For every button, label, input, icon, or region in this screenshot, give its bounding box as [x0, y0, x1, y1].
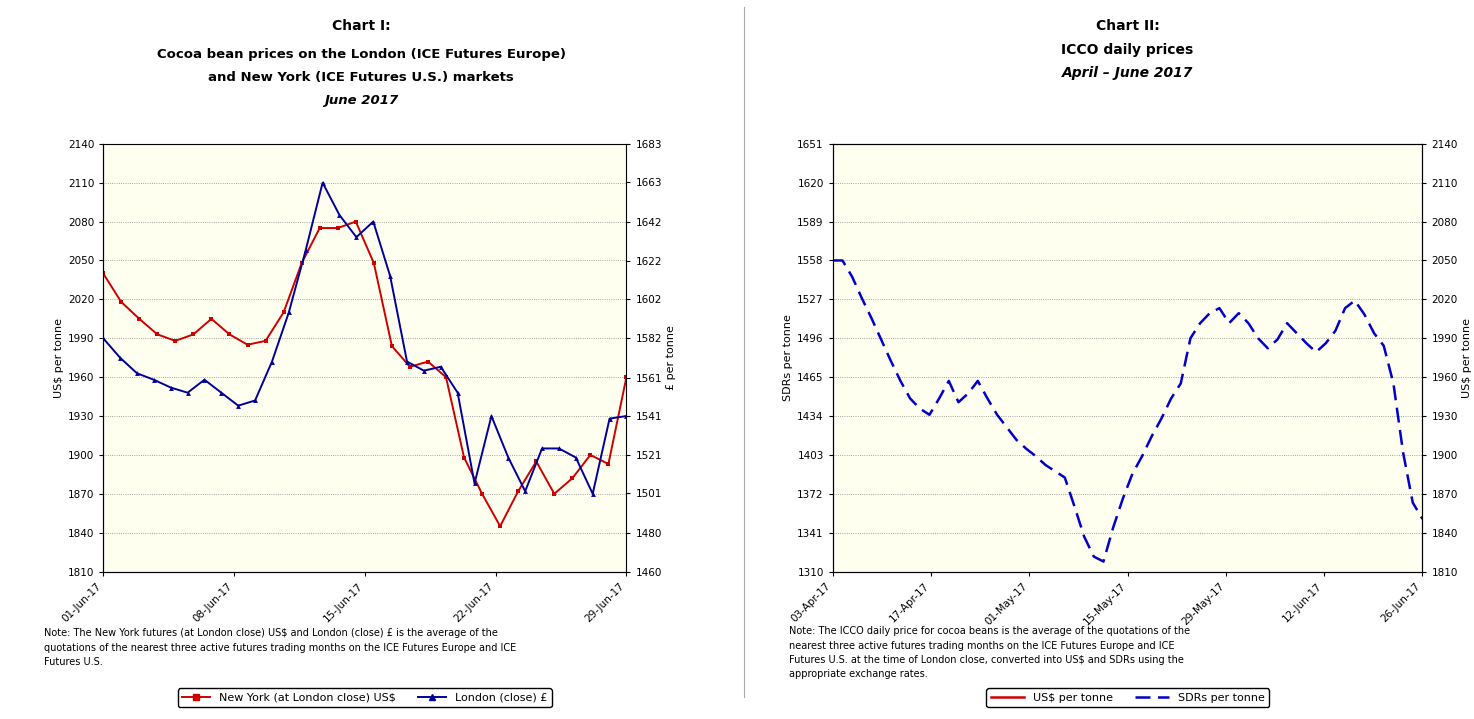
Text: quotations of the nearest three active futures trading months on the ICE Futures: quotations of the nearest three active f…	[44, 643, 516, 653]
Text: Futures U.S. at the time of London close, converted into US$ and SDRs using the: Futures U.S. at the time of London close…	[789, 655, 1184, 665]
Legend: New York (at London close) US$, London (close) £: New York (at London close) US$, London (…	[178, 688, 551, 707]
Text: June 2017: June 2017	[324, 93, 398, 106]
Y-axis label: US$ per tonne: US$ per tonne	[1462, 318, 1473, 398]
Text: Note: The New York futures (at London close) US$ and London (close) £ is the ave: Note: The New York futures (at London cl…	[44, 628, 498, 638]
Text: Chart I:: Chart I:	[332, 19, 391, 33]
Text: Chart II:: Chart II:	[1095, 19, 1160, 33]
Y-axis label: £ per tonne: £ per tonne	[666, 325, 677, 390]
Text: Futures U.S.: Futures U.S.	[44, 657, 103, 667]
Text: and New York (ICE Futures U.S.) markets: and New York (ICE Futures U.S.) markets	[208, 70, 514, 83]
Text: appropriate exchange rates.: appropriate exchange rates.	[789, 669, 927, 679]
Text: Note: The ICCO daily price for cocoa beans is the average of the quotations of t: Note: The ICCO daily price for cocoa bea…	[789, 626, 1190, 636]
Legend: US$ per tonne, SDRs per tonne: US$ per tonne, SDRs per tonne	[986, 688, 1269, 707]
Text: ICCO daily prices: ICCO daily prices	[1061, 43, 1194, 57]
Y-axis label: US$ per tonne: US$ per tonne	[53, 318, 63, 398]
Text: Cocoa bean prices on the London (ICE Futures Europe): Cocoa bean prices on the London (ICE Fut…	[156, 47, 566, 60]
Text: nearest three active futures trading months on the ICE Futures Europe and ICE: nearest three active futures trading mon…	[789, 641, 1175, 651]
Text: April – June 2017: April – June 2017	[1061, 66, 1194, 80]
Y-axis label: SDRs per tonne: SDRs per tonne	[783, 314, 793, 401]
